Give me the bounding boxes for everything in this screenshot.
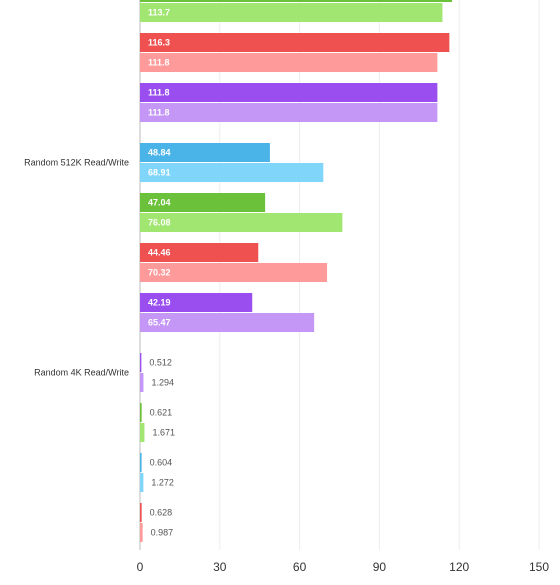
group-label: Random 4K Read/Write [34, 367, 129, 377]
x-tick-label: 90 [373, 560, 387, 574]
x-tick-label: 0 [137, 560, 144, 574]
bar [140, 503, 142, 522]
x-tick-label: 60 [293, 560, 307, 574]
value-label: 111.8 [148, 87, 170, 97]
bar [140, 33, 450, 52]
value-label: 0.628 [150, 507, 173, 517]
value-label: 47.04 [148, 197, 171, 207]
bar [140, 0, 453, 2]
value-label: 113.7 [148, 7, 170, 17]
bar [140, 423, 145, 442]
x-tick-label: 150 [529, 560, 549, 574]
bar [140, 53, 438, 72]
value-label: 42.19 [148, 297, 171, 307]
bar [140, 453, 142, 472]
bar [140, 353, 142, 372]
bar [140, 243, 259, 262]
bar [140, 473, 144, 492]
value-label: 1.272 [151, 477, 174, 487]
bar [140, 523, 143, 542]
value-label: 111.8 [148, 57, 170, 67]
bar [140, 213, 343, 232]
value-label: 0.987 [151, 527, 174, 537]
bar [140, 103, 438, 122]
bar [140, 83, 438, 102]
bar [140, 313, 315, 332]
value-label: 68.91 [148, 167, 171, 177]
value-label: 76.08 [148, 217, 171, 227]
value-label: 111.8 [148, 107, 170, 117]
bar [140, 293, 253, 312]
value-label: 116.3 [148, 37, 170, 47]
group-label: Random 512K Read/Write [24, 157, 129, 167]
bar [140, 403, 142, 422]
bar [140, 3, 443, 22]
value-label: 44.46 [148, 247, 171, 257]
bar [140, 193, 266, 212]
x-tick-label: 120 [449, 560, 469, 574]
value-label: 48.84 [148, 147, 171, 157]
bar [140, 263, 328, 282]
value-label: 0.621 [150, 407, 173, 417]
x-tick-label: 30 [213, 560, 227, 574]
bar [140, 143, 270, 162]
value-label: 1.671 [152, 427, 175, 437]
value-label: 0.604 [150, 457, 173, 467]
bar [140, 163, 324, 182]
value-label: 1.294 [151, 377, 174, 387]
value-label: 70.32 [148, 267, 171, 277]
value-label: 65.47 [148, 317, 171, 327]
bar [140, 373, 144, 392]
value-label: 0.512 [149, 357, 172, 367]
